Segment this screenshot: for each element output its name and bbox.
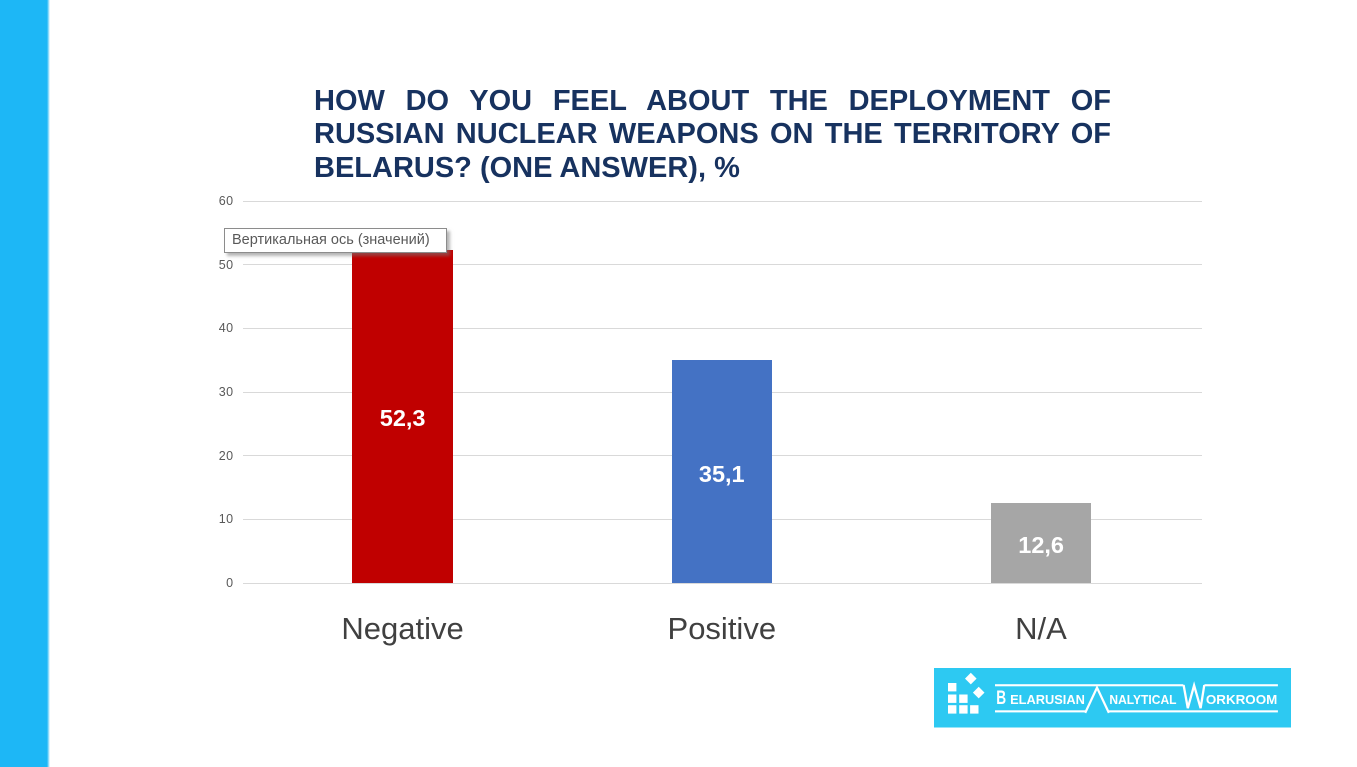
- svg-text:B: B: [996, 688, 1006, 709]
- svg-text:NALYTICAL: NALYTICAL: [1109, 692, 1176, 707]
- svg-text:ELARUSIAN: ELARUSIAN: [1010, 692, 1085, 707]
- svg-text:ORKROOM: ORKROOM: [1206, 692, 1277, 707]
